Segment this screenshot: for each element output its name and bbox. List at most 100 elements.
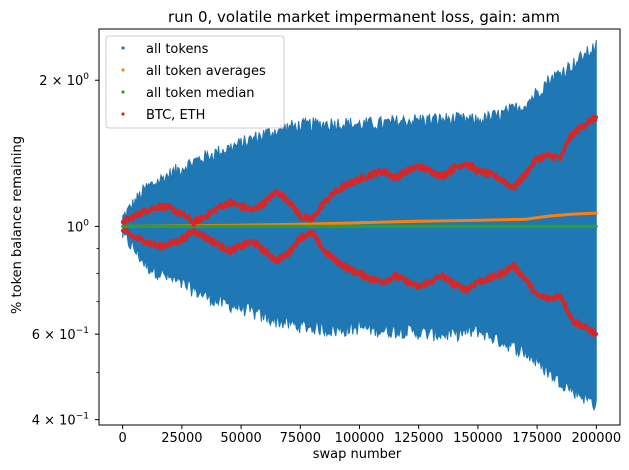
data-point	[523, 217, 527, 221]
data-point	[417, 219, 421, 223]
data-point	[547, 153, 551, 158]
data-point	[570, 318, 575, 323]
data-point	[334, 258, 338, 263]
data-point	[369, 172, 374, 177]
data-point	[511, 186, 516, 190]
data-point	[132, 235, 137, 239]
data-point	[310, 231, 314, 235]
data-point	[570, 132, 575, 136]
y-axis-label: % token balance remaining	[10, 136, 25, 314]
data-point	[369, 277, 374, 281]
legend-marker	[121, 112, 125, 116]
data-point	[121, 224, 125, 228]
data-point	[180, 237, 184, 242]
data-point	[215, 206, 220, 210]
data-point	[594, 211, 598, 215]
data-point	[428, 279, 433, 284]
data-point	[582, 122, 587, 127]
data-point	[227, 200, 232, 205]
data-point	[191, 220, 196, 224]
x-tick-label: 150000	[453, 431, 503, 446]
data-point	[523, 172, 528, 177]
y-tick-label: 6 × 10−1	[32, 326, 89, 343]
data-point	[476, 169, 480, 173]
data-point	[263, 200, 267, 205]
data-point	[476, 279, 480, 284]
data-point	[144, 239, 149, 244]
data-point	[416, 285, 421, 289]
data-point	[120, 220, 125, 224]
data-point	[358, 221, 361, 225]
data-point	[594, 115, 599, 119]
plot-area	[120, 39, 599, 412]
x-axis-label: swap number	[313, 447, 402, 462]
data-point	[452, 166, 457, 170]
data-point	[500, 218, 504, 222]
data-point	[499, 271, 504, 276]
data-point	[298, 214, 303, 218]
data-point	[405, 169, 409, 173]
legend-marker	[121, 46, 125, 50]
data-point	[535, 156, 539, 161]
data-point	[594, 224, 598, 228]
data-point	[393, 175, 397, 180]
data-point	[547, 296, 551, 301]
data-point	[547, 214, 551, 218]
data-point	[286, 198, 291, 203]
y-tick-label: 4 × 10−1	[32, 412, 89, 429]
data-point	[251, 239, 255, 244]
series-all-token-median	[121, 224, 598, 228]
data-point	[168, 206, 172, 210]
y-tick-label: 100	[67, 218, 90, 235]
data-point	[345, 182, 350, 187]
data-point	[334, 189, 338, 194]
data-point	[203, 235, 208, 239]
data-point	[594, 332, 599, 336]
legend-label: all token median	[146, 86, 255, 101]
x-tick-label: 175000	[512, 431, 562, 446]
series-line-upper	[121, 114, 598, 227]
data-point	[263, 249, 267, 253]
data-point	[511, 263, 516, 268]
data-point	[452, 282, 457, 287]
data-point	[357, 271, 362, 276]
data-point	[120, 228, 125, 233]
data-point	[559, 293, 563, 298]
data-point	[535, 293, 539, 298]
data-point	[144, 208, 149, 212]
data-point	[239, 204, 243, 209]
data-point	[168, 242, 172, 246]
data-point	[286, 251, 291, 256]
data-point	[499, 177, 504, 182]
data-point	[488, 277, 492, 281]
chart-title: run 0, volatile market impermanent loss,…	[168, 8, 560, 26]
x-tick-label: 25000	[161, 431, 202, 446]
data-point	[345, 266, 350, 271]
data-point	[381, 279, 386, 284]
legend-marker	[121, 68, 125, 72]
data-point	[298, 235, 303, 239]
data-point	[156, 244, 160, 249]
x-tick-label: 0	[119, 431, 127, 446]
data-point	[566, 139, 570, 143]
data-point	[322, 200, 326, 205]
data-point	[357, 177, 362, 182]
data-point	[191, 228, 196, 233]
series-btc-eth	[120, 114, 599, 337]
legend-marker	[121, 90, 125, 94]
data-point	[523, 277, 528, 281]
data-point	[180, 212, 184, 216]
data-point	[440, 174, 445, 178]
data-point	[428, 169, 433, 173]
x-tick-label: 75000	[280, 431, 321, 446]
legend-box	[105, 35, 285, 129]
legend-label: BTC, ETH	[146, 108, 205, 123]
data-point	[274, 258, 279, 263]
x-tick-label: 200000	[571, 431, 621, 446]
y-tick-label: 2 × 100	[39, 72, 89, 89]
data-point	[464, 288, 468, 292]
data-point	[322, 249, 326, 253]
x-tick-label: 100000	[335, 431, 385, 446]
data-point	[405, 279, 409, 284]
